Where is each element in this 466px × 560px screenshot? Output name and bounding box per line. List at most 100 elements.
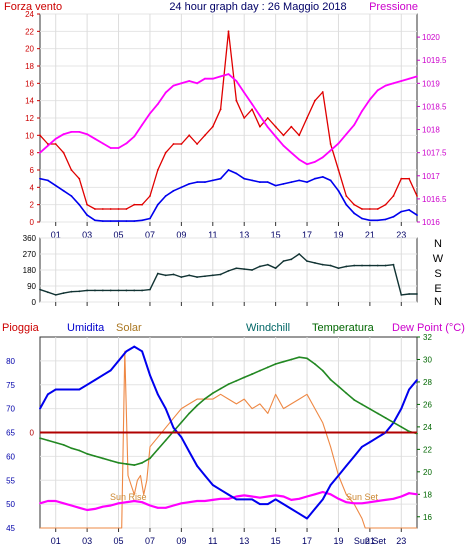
- top-left-tick-label-8: 8: [30, 149, 35, 158]
- humidity-point: [149, 374, 151, 376]
- dewpoint-point: [259, 497, 261, 499]
- avg-wind-point: [125, 220, 127, 222]
- dewpoint-point: [338, 498, 340, 500]
- dewpoint-point: [235, 496, 237, 498]
- humidity-point: [243, 498, 245, 500]
- pressure-point: [298, 159, 300, 161]
- temperature-tick-label-28: 28: [423, 378, 432, 387]
- dewpoint-point: [47, 500, 49, 502]
- pressure-point: [133, 136, 135, 138]
- humidity-point: [298, 513, 300, 515]
- pressure-point: [345, 133, 347, 135]
- direction-point: [306, 260, 308, 262]
- humidity-point: [86, 384, 88, 386]
- temperature-point: [228, 383, 230, 385]
- bottom-x-tick-label-23: 23: [396, 536, 406, 546]
- gust-point: [361, 208, 363, 210]
- top-left-tick-label-6: 6: [30, 166, 35, 175]
- avg-wind-point: [298, 180, 300, 182]
- avg-wind-point: [306, 181, 308, 183]
- dewpoint-point: [353, 502, 355, 504]
- humidity-tick-label-65: 65: [6, 429, 15, 438]
- humidity-point: [275, 498, 277, 500]
- gust-point: [259, 126, 261, 128]
- avg-wind-point: [78, 204, 80, 206]
- gust-point: [212, 126, 214, 128]
- pressure-point: [235, 80, 237, 82]
- humidity-point: [377, 436, 379, 438]
- bottom-x-tick-label-05: 05: [114, 536, 124, 546]
- temperature-point: [71, 447, 73, 449]
- temperature-point: [55, 442, 57, 444]
- temperature-point: [78, 450, 80, 452]
- top-left-tick-label-0: 0: [30, 218, 35, 227]
- dewpoint-point: [393, 498, 395, 500]
- humidity-tick-label-75: 75: [6, 381, 15, 390]
- humidity-point: [173, 427, 175, 429]
- dewpoint-point: [243, 495, 245, 497]
- humidity-point: [47, 393, 49, 395]
- humidity-point: [157, 393, 159, 395]
- avg-wind-point: [416, 214, 418, 216]
- temperature-point: [400, 426, 402, 428]
- top-left-tick-label-10: 10: [25, 131, 34, 140]
- avg-wind-point: [275, 185, 277, 187]
- humidity-point: [408, 389, 410, 391]
- humidity-point: [345, 465, 347, 467]
- avg-wind-point: [55, 185, 57, 187]
- humidity-tick-label-60: 60: [6, 452, 15, 461]
- dewpoint-point: [416, 493, 418, 495]
- dewpoint-point: [400, 496, 402, 498]
- dewpoint-point: [306, 496, 308, 498]
- temperature-point: [393, 421, 395, 423]
- temperature-point: [298, 356, 300, 358]
- avg-wind-point: [86, 214, 88, 216]
- avg-wind-point: [330, 180, 332, 182]
- pressure-point: [71, 131, 73, 133]
- top-left-tick-label-12: 12: [25, 114, 34, 123]
- avg-wind-point: [369, 219, 371, 221]
- dewpoint-point: [165, 507, 167, 509]
- pressure-point: [369, 99, 371, 101]
- pressure-point: [204, 78, 206, 80]
- gust-point: [322, 91, 324, 93]
- avg-wind-point: [47, 180, 49, 182]
- avg-wind-point: [188, 183, 190, 185]
- direction-point: [149, 289, 151, 291]
- gust-point: [353, 204, 355, 206]
- direction-point: [338, 267, 340, 269]
- temperature-axis-label: Temperatura: [312, 322, 375, 334]
- top-left-tick-label-22: 22: [25, 27, 34, 36]
- gust-point: [290, 126, 292, 128]
- avg-wind-point: [94, 219, 96, 221]
- direction-point: [110, 290, 112, 292]
- direction-point: [393, 264, 395, 266]
- direction-point: [204, 275, 206, 277]
- avg-wind-point: [243, 178, 245, 180]
- pressure-point: [118, 147, 120, 149]
- avg-wind-point: [361, 218, 363, 220]
- direction-point: [125, 290, 127, 292]
- dewpoint-point: [275, 495, 277, 497]
- avg-wind-point: [196, 181, 198, 183]
- top-left-tick-label-16: 16: [25, 79, 34, 88]
- temperature-point: [165, 439, 167, 441]
- top-right-tick-label-1019.5: 1019.5: [422, 56, 447, 65]
- top-right-tick-label-1018: 1018: [422, 126, 440, 135]
- gust-point: [377, 208, 379, 210]
- pressure-point: [361, 110, 363, 112]
- pressure-point: [377, 89, 379, 91]
- gust-point: [228, 30, 230, 32]
- direction-tick-label-90: 90: [27, 282, 36, 291]
- humidity-point: [141, 350, 143, 352]
- dewpoint-point: [55, 500, 57, 502]
- pressure-point: [188, 80, 190, 82]
- humidity-axis-ticks: 45 50 55 60 65 70 75 80 0: [6, 357, 34, 533]
- dewpoint-point: [220, 498, 222, 500]
- direction-point: [377, 265, 379, 267]
- sunrise-annotation: Sun Rise: [110, 492, 147, 502]
- windchill-legend-label: Windchill: [246, 322, 290, 334]
- temperature-tick-label-24: 24: [423, 423, 432, 432]
- temperature-point: [102, 457, 104, 459]
- avg-wind-point: [149, 218, 151, 220]
